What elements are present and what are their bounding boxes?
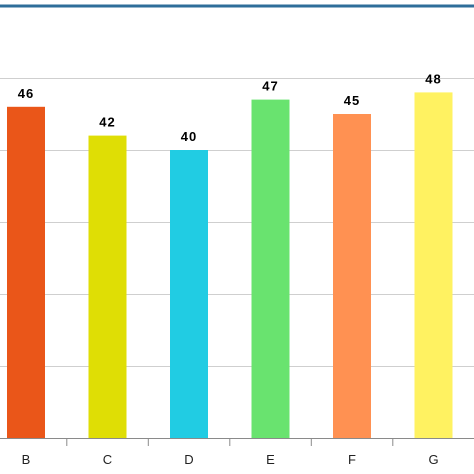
x-tick-label-C: C — [103, 452, 112, 467]
data-labels: 46 42 40 47 45 48 — [18, 71, 441, 144]
data-label-G: 48 — [425, 71, 441, 86]
bar-E[interactable] — [251, 99, 290, 438]
x-tick-label-E: E — [266, 452, 275, 467]
data-label-C: 42 — [99, 115, 115, 130]
x-tick-label-G: G — [428, 452, 438, 467]
x-axis: B C D E F G — [0, 438, 474, 467]
bar-G[interactable] — [414, 92, 453, 439]
bar-D[interactable] — [170, 150, 208, 438]
bars — [7, 92, 453, 439]
gridlines — [0, 78, 474, 367]
data-label-F: 45 — [344, 93, 360, 108]
data-label-B: 46 — [18, 86, 34, 101]
data-label-E: 47 — [262, 79, 278, 94]
x-tick-label-B: B — [22, 452, 31, 467]
x-tick-label-F: F — [348, 452, 356, 467]
x-tick-label-D: D — [184, 452, 193, 467]
bar-C[interactable] — [88, 135, 127, 438]
data-label-D: 40 — [181, 129, 197, 144]
bar-F[interactable] — [333, 114, 371, 438]
bar-B[interactable] — [7, 106, 45, 439]
